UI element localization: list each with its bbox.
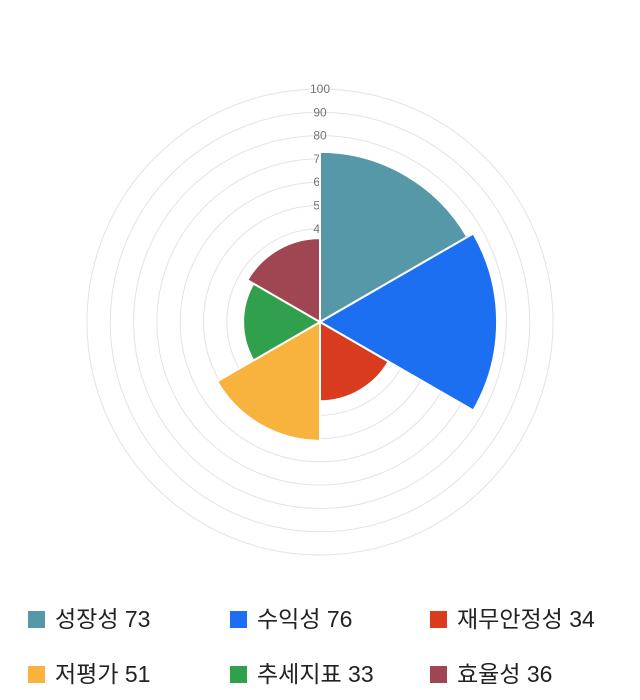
legend-item: 재무안정성 34 bbox=[430, 606, 640, 633]
legend: 성장성 73 수익성 76 재무안정성 34 저평가 51 추세지표 33 효율… bbox=[0, 570, 640, 688]
legend-label: 추세지표 33 bbox=[257, 661, 374, 687]
legend-label: 수익성 76 bbox=[257, 606, 353, 632]
legend-item: 추세지표 33 bbox=[230, 661, 430, 688]
radial-tick-label: 100 bbox=[310, 82, 330, 96]
legend-item: 성장성 73 bbox=[28, 606, 230, 633]
legend-item: 효율성 36 bbox=[430, 661, 640, 688]
legend-swatch bbox=[430, 666, 447, 683]
chart-sector bbox=[319, 321, 390, 403]
grid-circle bbox=[86, 88, 554, 556]
chart-sector bbox=[216, 321, 321, 442]
chart-sector bbox=[246, 237, 321, 323]
chart-sector bbox=[319, 150, 469, 323]
chart-sector bbox=[242, 282, 321, 362]
grid-circle bbox=[133, 135, 507, 509]
polar-area-chart: 405060708090100 bbox=[86, 82, 554, 556]
legend-swatch bbox=[430, 611, 447, 628]
legend-swatch bbox=[28, 611, 45, 628]
legend-label: 저평가 51 bbox=[55, 661, 151, 687]
legend-swatch bbox=[230, 666, 247, 683]
radial-tick-label: 90 bbox=[313, 105, 327, 119]
grid-circle bbox=[109, 111, 531, 533]
legend-label: 재무안정성 34 bbox=[457, 606, 595, 632]
legend-label: 효율성 36 bbox=[457, 661, 553, 687]
legend-swatch bbox=[28, 666, 45, 683]
legend-item: 수익성 76 bbox=[230, 606, 430, 633]
legend-item: 저평가 51 bbox=[28, 661, 230, 688]
chart-sector bbox=[319, 232, 498, 412]
legend-swatch bbox=[230, 611, 247, 628]
radial-tick-label: 80 bbox=[313, 129, 327, 143]
legend-label: 성장성 73 bbox=[55, 606, 151, 632]
polar-chart-area: 405060708090100 bbox=[86, 82, 554, 556]
